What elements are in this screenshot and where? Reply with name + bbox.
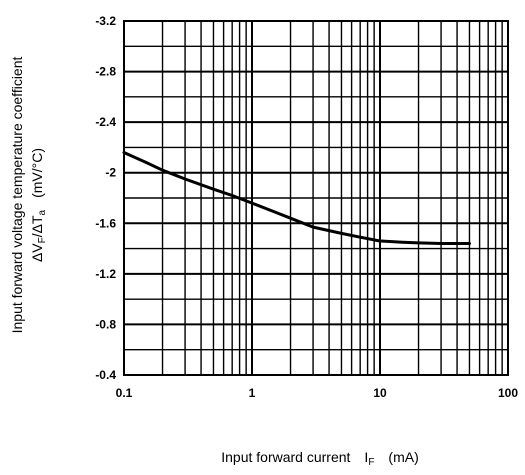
plot-frame [123,20,509,376]
series-line [122,151,471,245]
x-tick-label: 1 [249,386,256,400]
y-axis-label-line1: Input forward voltage temperature coeffi… [9,57,25,334]
y-tick-label: -1.2 [95,267,116,281]
y-tick-label: -0.4 [95,368,116,382]
y-tick-label: -1.6 [95,216,116,230]
x-tick-label: 0.1 [116,386,133,400]
y-tick-label: -2.8 [95,65,116,79]
y-tick-label: -3.2 [95,14,116,28]
x-tick-label: 100 [498,386,518,400]
y-tick-label: -0.8 [95,317,116,331]
x-axis-label: Input forward current IF (mA) [221,449,419,468]
x-tick-label: 10 [373,386,387,400]
plot-grid [124,21,508,375]
x-tick-labels: 0.1 1 10 100 [116,386,519,400]
y-tick-label: -2 [105,166,116,180]
y-tick-label: -2.4 [95,115,116,129]
y-axis-label-line2: ΔVF/ΔTa(mV/°C) [29,148,48,262]
y-tick-labels: -3.2 -2.8 -2.4 -2 -1.6 -1.2 -0.8 -0.4 [95,14,116,382]
